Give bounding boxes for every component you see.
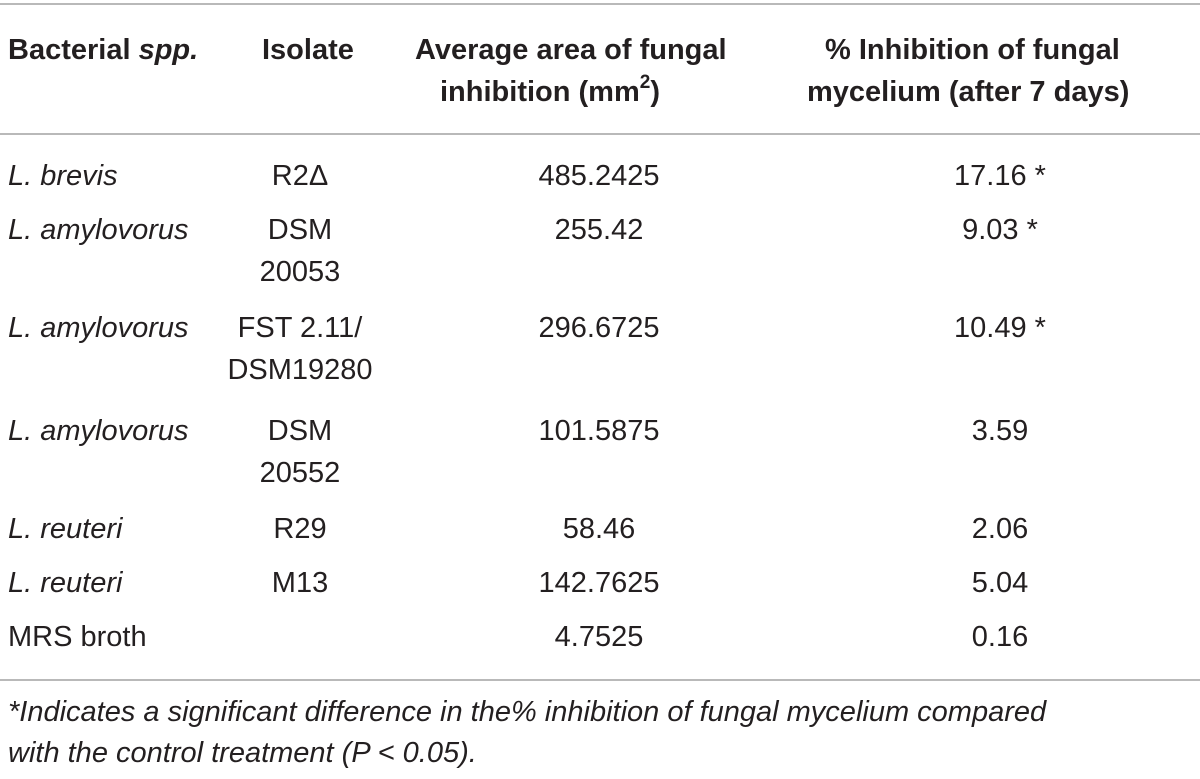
header-average-area-line1: Average area of fungal	[415, 34, 727, 66]
row-1-isolate: R2Δ	[271, 160, 329, 192]
row-5-species: L. reuteri	[8, 513, 123, 545]
row-3-isolate-line2: DSM19280	[227, 354, 373, 386]
row-6-inhibition: 5.04	[971, 567, 1029, 599]
header-rule	[0, 133, 1200, 135]
row-7-area: 4.7525	[554, 621, 644, 653]
row-1-area: 485.2425	[538, 160, 660, 192]
row-3-isolate-line1: FST 2.11/	[237, 312, 363, 344]
row-1-inhibition: 17.16 *	[954, 160, 1046, 192]
row-4-isolate-line1: DSM	[267, 415, 333, 447]
row-3-inhibition: 10.49 *	[954, 312, 1046, 344]
header-isolate: Isolate	[262, 34, 354, 66]
header-inhibition-line2: mycelium (after 7 days)	[807, 76, 1130, 108]
row-4-inhibition: 3.59	[971, 415, 1029, 447]
row-6-species: L. reuteri	[8, 567, 123, 599]
row-2-isolate-line2: 20053	[259, 256, 341, 288]
header-average-area-line2: inhibition (mm2)	[440, 72, 660, 108]
row-3-area: 296.6725	[538, 312, 660, 344]
top-rule	[0, 3, 1200, 5]
header-inhibition-line1: % Inhibition of fungal	[825, 34, 1120, 66]
row-2-area: 255.42	[554, 214, 644, 246]
row-5-isolate: R29	[273, 513, 327, 545]
row-4-area: 101.5875	[538, 415, 660, 447]
row-3-species: L. amylovorus	[8, 312, 189, 344]
row-5-inhibition: 2.06	[971, 513, 1029, 545]
row-4-species: L. amylovorus	[8, 415, 189, 447]
footnote-line1: *Indicates a significant difference in t…	[8, 696, 1047, 728]
bottom-rule	[0, 679, 1200, 681]
row-5-area: 58.46	[562, 513, 636, 545]
row-7-species: MRS broth	[8, 621, 147, 653]
row-4-isolate-line2: 20552	[259, 457, 341, 489]
table-footnote: *Indicates a significant difference in t…	[8, 692, 1198, 774]
row-1-species: L. brevis	[8, 160, 118, 192]
row-7-inhibition: 0.16	[971, 621, 1029, 653]
footnote-line2: with the control treatment (P < 0.05).	[8, 737, 477, 769]
row-6-area: 142.7625	[538, 567, 660, 599]
header-bacterial-spp: Bacterial spp.	[8, 34, 199, 66]
row-2-isolate-line1: DSM	[267, 214, 333, 246]
row-6-isolate: M13	[271, 567, 329, 599]
row-2-species: L. amylovorus	[8, 214, 189, 246]
row-2-inhibition: 9.03 *	[962, 214, 1038, 246]
